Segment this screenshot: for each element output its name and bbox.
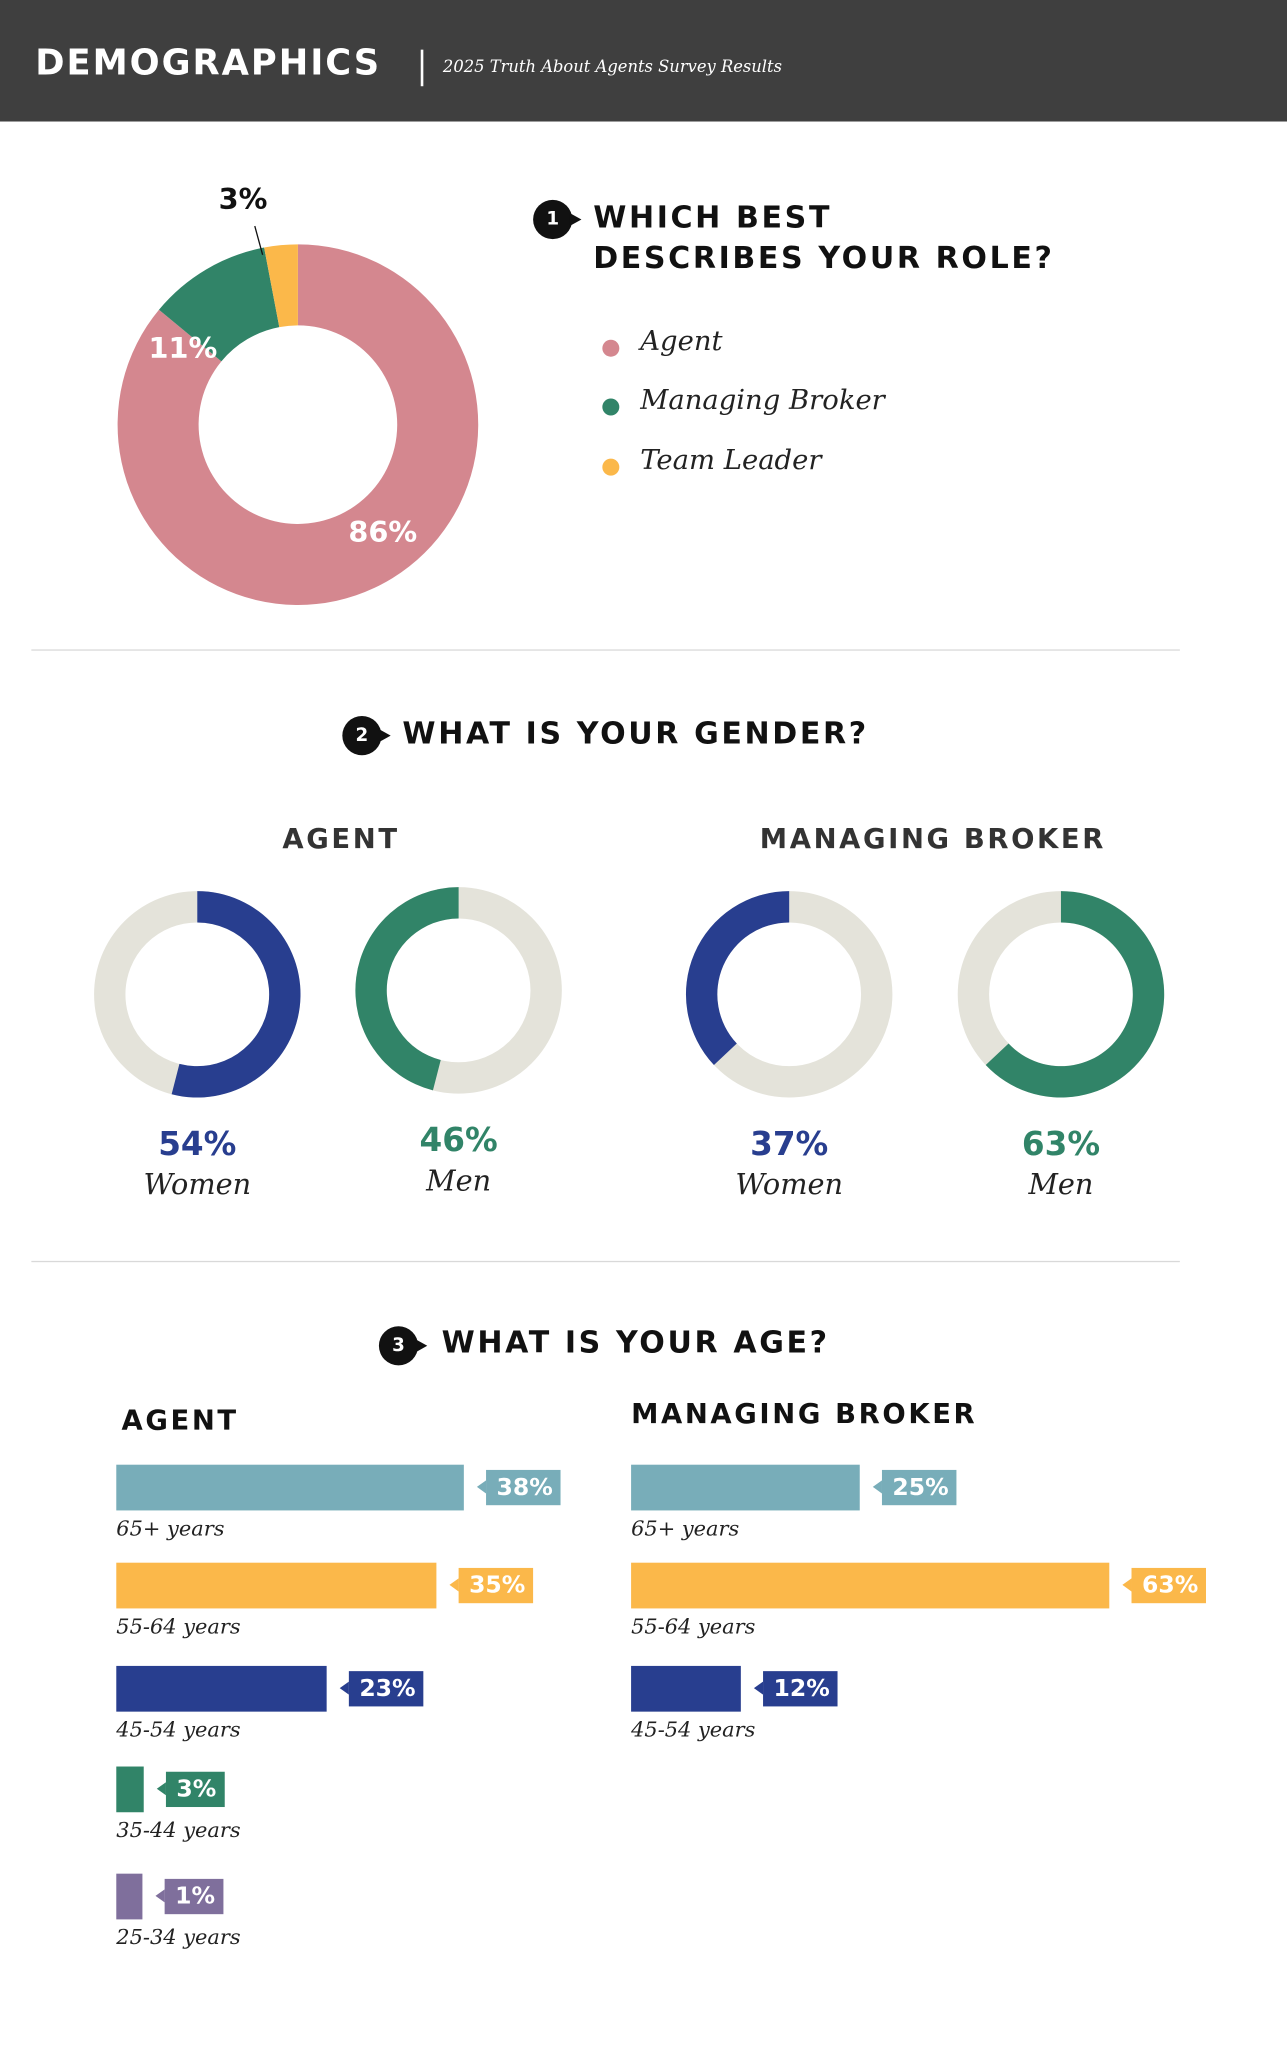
role-donut-chart: 86% 11% 3%	[117, 182, 479, 605]
age-group-heading: MANAGING BROKER	[631, 1398, 978, 1430]
gender-percent: 37%	[750, 1124, 829, 1163]
gender-percent: 46%	[419, 1121, 498, 1159]
age-category-label: 25-34 years	[116, 1924, 241, 1950]
age-bar	[116, 1464, 464, 1511]
age-category-label: 45-54 years	[631, 1716, 756, 1742]
gender-percent: 63%	[1021, 1124, 1101, 1163]
page-subtitle: 2025 Truth About Agents Survey Results	[442, 56, 782, 76]
header-divider	[420, 49, 424, 87]
gender-group-heading: MANAGING BROKER	[759, 823, 1107, 855]
age-category-label: 65+ years	[631, 1515, 740, 1541]
gender-label: Men	[426, 1165, 492, 1199]
age-value-tag: 12%	[753, 1671, 838, 1707]
question-number-badge: 3	[378, 1326, 428, 1366]
header-bar	[0, 0, 1287, 122]
age-bar	[116, 1665, 327, 1712]
question-1-title-line2: DESCRIBES YOUR ROLE?	[593, 241, 1055, 276]
gender-donut	[355, 887, 562, 1094]
gender-label: Women	[735, 1169, 844, 1203]
question-number-badge: 1	[533, 199, 582, 240]
section-divider	[31, 1260, 1180, 1263]
age-value-tag: 25%	[872, 1469, 957, 1506]
age-category-label: 45-54 years	[116, 1716, 241, 1742]
age-category-label: 65+ years	[116, 1515, 225, 1541]
gender-label: Women	[143, 1169, 252, 1203]
age-bar	[116, 1562, 437, 1609]
gender-percent: 54%	[158, 1124, 237, 1163]
age-bar	[116, 1766, 144, 1813]
age-bar	[631, 1665, 741, 1712]
slice-team-leader	[264, 244, 298, 328]
age-bar	[631, 1562, 1110, 1609]
donut-segment-men	[355, 887, 459, 1091]
slice-label: 3%	[219, 182, 268, 216]
legend-dot-icon	[602, 339, 620, 357]
donut-segment-men	[985, 891, 1165, 1098]
gender-donut	[685, 891, 893, 1098]
gender-donut	[94, 891, 301, 1098]
age-category-label: 55-64 years	[631, 1613, 756, 1639]
donut-segment-women	[685, 891, 790, 1065]
slice-label: 11%	[149, 331, 218, 365]
age-value-tag: 35%	[449, 1567, 534, 1604]
slice-agent	[117, 244, 479, 605]
legend-dot-icon	[602, 458, 620, 476]
question-3-title: WHAT IS YOUR AGE?	[441, 1326, 830, 1361]
age-value-tag: 38%	[476, 1469, 561, 1506]
age-bar	[631, 1464, 860, 1511]
age-value-tag: 3%	[156, 1771, 225, 1808]
age-value-tag: 23%	[339, 1671, 424, 1707]
age-value-tag: 63%	[1122, 1567, 1207, 1604]
question-number-badge: 2	[342, 716, 391, 756]
age-category-label: 55-64 years	[116, 1613, 241, 1639]
legend-label: Managing Broker	[640, 384, 885, 416]
slice-label: 86%	[348, 515, 417, 549]
question-2-title: WHAT IS YOUR GENDER?	[402, 717, 869, 752]
gender-label: Men	[1028, 1169, 1094, 1203]
legend-dot-icon	[602, 398, 620, 416]
legend-label: Agent	[640, 325, 723, 357]
page-title: DEMOGRAPHICS	[35, 43, 382, 84]
donut-segment-women	[171, 891, 301, 1098]
gender-donut	[957, 891, 1165, 1098]
leader-line	[254, 225, 264, 255]
slice-managing-broker	[158, 247, 280, 362]
question-1-title-line1: WHICH BEST	[593, 201, 833, 236]
age-category-label: 35-44 years	[116, 1817, 241, 1843]
gender-group-heading: AGENT	[282, 823, 400, 855]
age-group-heading: AGENT	[121, 1404, 239, 1436]
age-bar	[116, 1873, 143, 1920]
section-divider	[31, 649, 1180, 651]
legend-label: Team Leader	[640, 444, 822, 476]
age-value-tag: 1%	[155, 1878, 223, 1915]
